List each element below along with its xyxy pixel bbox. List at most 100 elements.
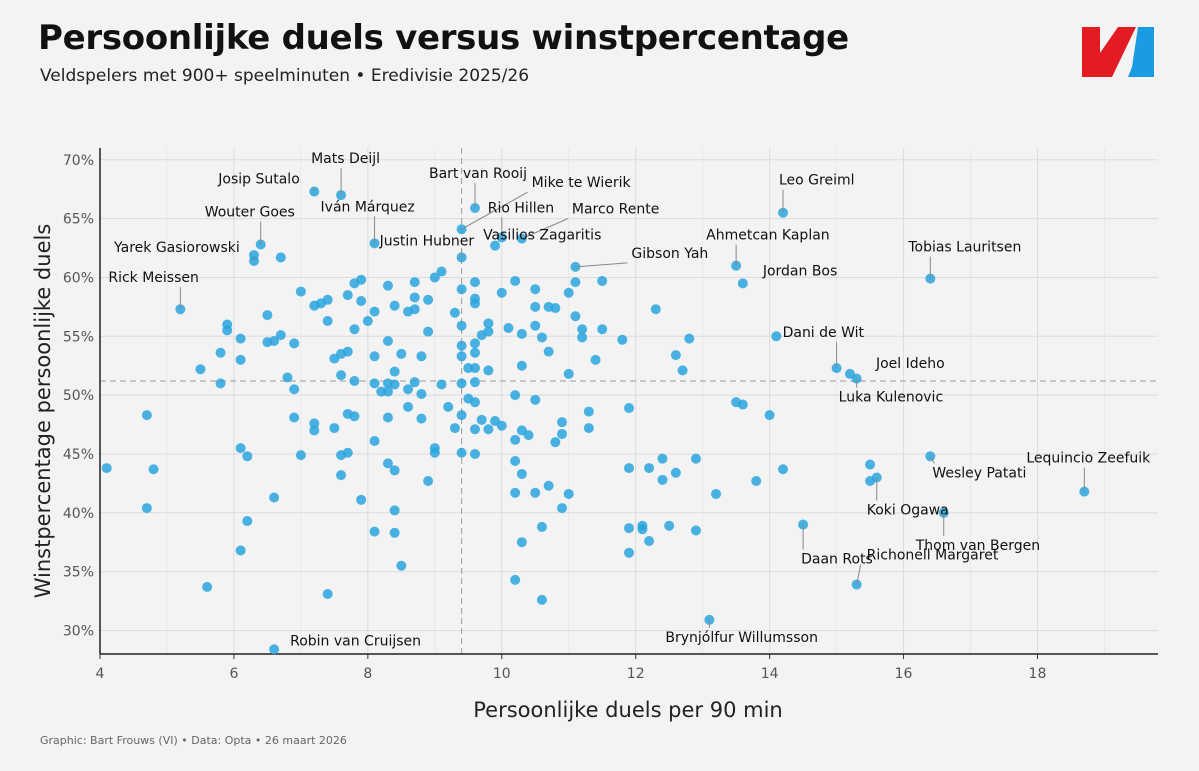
y-tick-label: 40% bbox=[63, 506, 94, 522]
data-point bbox=[235, 545, 246, 556]
data-point bbox=[550, 437, 561, 448]
data-point bbox=[449, 307, 460, 318]
data-point bbox=[583, 406, 594, 417]
label-leader-line bbox=[856, 564, 862, 585]
data-point bbox=[275, 330, 286, 341]
data-point bbox=[356, 274, 367, 285]
data-point bbox=[483, 318, 494, 329]
data-point bbox=[543, 346, 554, 357]
data-point bbox=[483, 326, 494, 337]
data-point bbox=[670, 350, 681, 361]
x-tick-label: 16 bbox=[895, 666, 913, 682]
data-point bbox=[536, 332, 547, 343]
point-label: Marco Rente bbox=[572, 202, 660, 218]
data-point bbox=[289, 412, 300, 423]
data-point bbox=[396, 348, 407, 359]
data-point bbox=[516, 328, 527, 339]
data-point bbox=[530, 487, 541, 498]
data-point bbox=[222, 325, 233, 336]
data-point bbox=[510, 456, 521, 467]
data-point bbox=[356, 295, 367, 306]
data-point bbox=[469, 377, 480, 388]
data-point bbox=[583, 423, 594, 434]
data-point bbox=[510, 574, 521, 585]
data-point bbox=[557, 503, 568, 514]
data-point bbox=[382, 412, 393, 423]
data-point bbox=[403, 384, 414, 395]
data-point bbox=[510, 434, 521, 445]
data-point bbox=[530, 284, 541, 295]
x-tick-label: 6 bbox=[229, 666, 238, 682]
data-point bbox=[389, 465, 400, 476]
data-points bbox=[101, 186, 1090, 655]
data-point bbox=[516, 537, 527, 548]
axes: 4 6 8 10 12 14 16 18 30% 35% 40% 45% 50% 55% 60% 65% 70% bbox=[63, 148, 1158, 682]
y-tick-label: 35% bbox=[63, 565, 94, 581]
data-point bbox=[336, 470, 347, 481]
data-point bbox=[436, 379, 447, 390]
data-point bbox=[148, 464, 159, 475]
data-point bbox=[382, 280, 393, 291]
data-point bbox=[624, 463, 634, 474]
data-point bbox=[597, 324, 608, 335]
data-point bbox=[597, 275, 608, 286]
data-point bbox=[510, 390, 521, 401]
data-point bbox=[684, 333, 695, 344]
labeled-data-point bbox=[490, 240, 501, 251]
data-point bbox=[356, 494, 367, 505]
data-point bbox=[778, 464, 789, 475]
data-point bbox=[664, 520, 675, 531]
point-label: Daan Rots bbox=[801, 552, 873, 568]
point-label: Bart van Rooij bbox=[429, 166, 527, 182]
logo-blue-shape bbox=[1128, 27, 1154, 77]
label-leader-line bbox=[461, 191, 528, 230]
data-point bbox=[423, 326, 434, 337]
data-point bbox=[215, 347, 226, 358]
data-point bbox=[624, 403, 634, 414]
data-point bbox=[557, 417, 568, 428]
data-point bbox=[382, 386, 393, 397]
data-point bbox=[141, 503, 152, 514]
point-label: Lequincio Zeefuik bbox=[1026, 451, 1151, 467]
data-point bbox=[141, 410, 152, 421]
data-point bbox=[617, 334, 628, 345]
data-point bbox=[423, 294, 434, 305]
data-point bbox=[389, 366, 400, 377]
data-point bbox=[101, 463, 112, 474]
data-point bbox=[456, 447, 467, 458]
point-label: Rick Meissen bbox=[108, 270, 199, 286]
point-label: Koki Ogawa bbox=[867, 502, 949, 518]
point-label: Josip Sutalo bbox=[217, 172, 300, 188]
data-point bbox=[449, 423, 460, 434]
point-label: Robin van Cruijsen bbox=[290, 633, 421, 649]
data-point bbox=[456, 378, 467, 389]
x-tick-label: 8 bbox=[363, 666, 372, 682]
data-point bbox=[369, 436, 380, 447]
data-point bbox=[711, 488, 722, 499]
data-point bbox=[235, 443, 246, 454]
data-point bbox=[557, 428, 568, 439]
point-label: Yarek Gasiorowski bbox=[113, 240, 240, 256]
data-point bbox=[235, 333, 246, 344]
point-label: Mats Deijl bbox=[311, 151, 380, 167]
y-tick-label: 45% bbox=[63, 447, 94, 463]
data-point bbox=[389, 527, 400, 538]
data-point bbox=[262, 310, 273, 321]
data-point bbox=[563, 287, 574, 298]
grid bbox=[99, 148, 1158, 654]
data-point bbox=[469, 298, 480, 309]
data-point bbox=[322, 294, 333, 305]
data-point bbox=[336, 370, 347, 381]
point-label: Tobias Lauritsen bbox=[907, 240, 1021, 256]
data-point bbox=[295, 286, 306, 297]
data-point bbox=[456, 351, 467, 362]
data-point bbox=[416, 388, 427, 399]
data-point bbox=[409, 277, 420, 288]
data-point bbox=[389, 300, 400, 311]
x-tick-label: 18 bbox=[1029, 666, 1047, 682]
data-point bbox=[530, 320, 541, 331]
point-label: Richonell Margaret bbox=[867, 548, 999, 564]
data-point bbox=[389, 379, 400, 390]
data-point bbox=[469, 397, 480, 408]
data-point bbox=[362, 315, 373, 326]
